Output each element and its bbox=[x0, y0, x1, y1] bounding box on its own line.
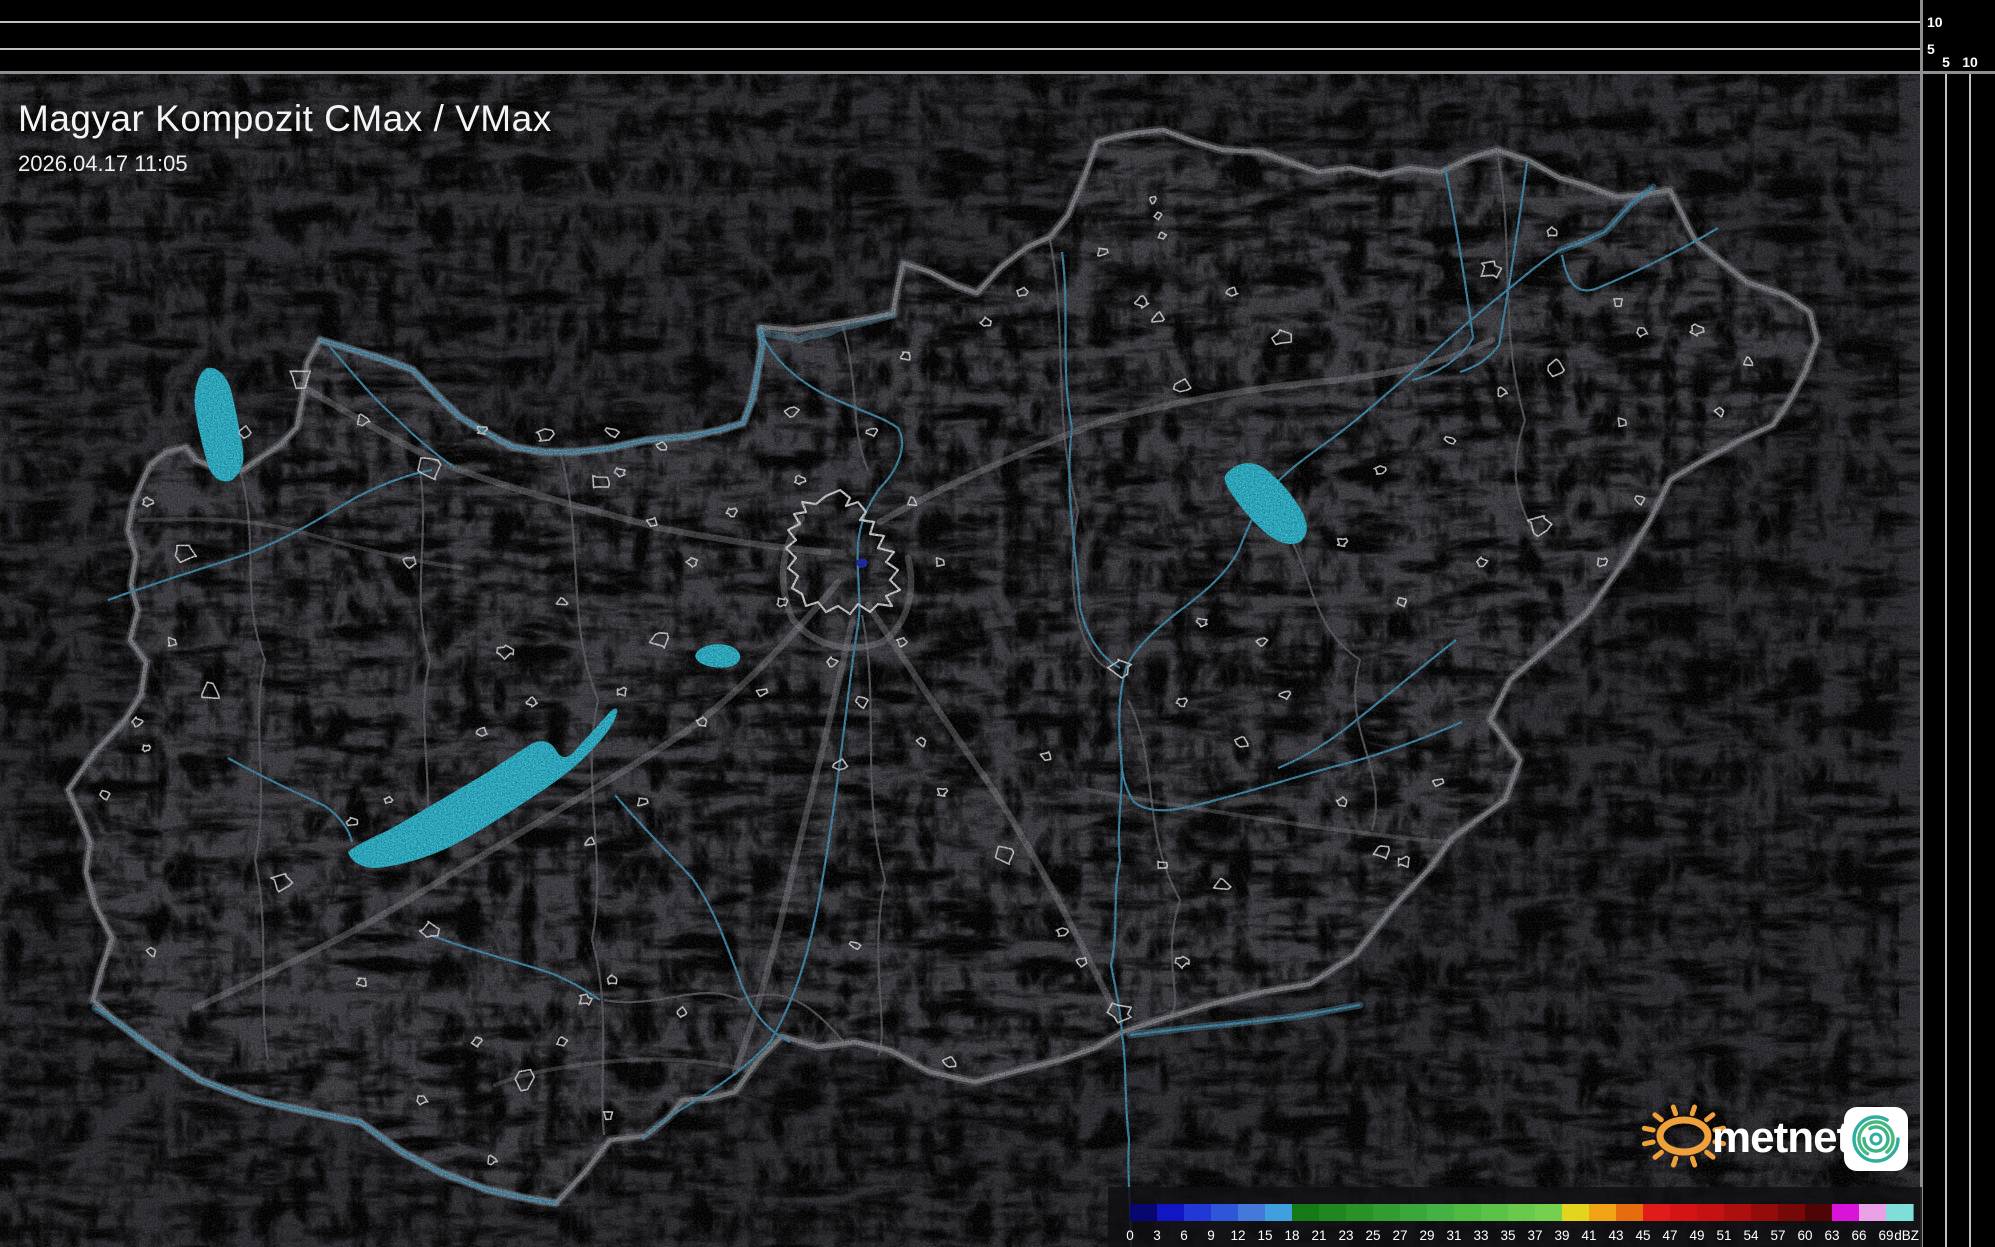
sun-ray bbox=[1641, 1125, 1656, 1133]
sun-ray bbox=[1641, 1139, 1656, 1147]
scalebar-tick-label: 18 bbox=[1284, 1228, 1299, 1243]
scalebar-tick-label: 41 bbox=[1581, 1228, 1596, 1243]
right-axis-label-10: 10 bbox=[1962, 54, 1978, 70]
map-panel bbox=[0, 74, 1920, 1247]
scalebar-tick-label: 54 bbox=[1743, 1228, 1759, 1243]
sun-ray bbox=[1689, 1155, 1698, 1168]
scalebar-cell bbox=[1427, 1204, 1455, 1221]
scalebar-tick-label: 43 bbox=[1608, 1228, 1623, 1243]
timestamp: 2026.04.17 11:05 bbox=[18, 151, 188, 176]
scalebar-cell bbox=[1616, 1204, 1644, 1221]
scalebar-cell bbox=[1562, 1204, 1590, 1221]
scalebar-cell bbox=[1508, 1204, 1536, 1221]
sun-icon bbox=[1641, 1104, 1727, 1168]
scalebar-cell bbox=[1778, 1204, 1806, 1221]
scalebar-cell bbox=[1481, 1204, 1509, 1221]
swirl-arc bbox=[1852, 1115, 1900, 1163]
scalebar-cell bbox=[1832, 1204, 1860, 1221]
scalebar-cell bbox=[1454, 1204, 1482, 1221]
scalebar-cell bbox=[1724, 1204, 1752, 1221]
sun-ray bbox=[1689, 1104, 1698, 1117]
metnet-logo: metnet bbox=[1641, 1104, 1908, 1171]
scalebar-tick-label: 15 bbox=[1257, 1228, 1272, 1243]
scalebar-cell bbox=[1670, 1204, 1698, 1221]
scalebar-tick-label: 63 bbox=[1824, 1228, 1839, 1243]
sun-ray bbox=[1704, 1112, 1716, 1123]
scalebar-cell bbox=[1346, 1204, 1374, 1221]
scalebar-tick-label: 45 bbox=[1635, 1228, 1650, 1243]
scalebar-cell bbox=[1805, 1204, 1833, 1221]
scalebar-tick-label: 66 bbox=[1851, 1228, 1866, 1243]
scalebar-cell bbox=[1886, 1204, 1914, 1221]
scalebar-tick-label: 60 bbox=[1797, 1228, 1812, 1243]
scalebar-tick-label: 39 bbox=[1554, 1228, 1569, 1243]
scalebar-tick-label: 0 bbox=[1126, 1228, 1134, 1243]
scalebar-tick-label: 9 bbox=[1207, 1228, 1215, 1243]
scalebar-cell bbox=[1751, 1204, 1779, 1221]
app-icon bbox=[1844, 1107, 1908, 1171]
scalebar-tick-label: 6 bbox=[1180, 1228, 1188, 1243]
scalebar-cell bbox=[1130, 1204, 1158, 1221]
sun-ray bbox=[1712, 1139, 1727, 1147]
sun-ray bbox=[1652, 1149, 1664, 1160]
scalebar-cell bbox=[1292, 1204, 1320, 1221]
scalebar-cell bbox=[1400, 1204, 1428, 1221]
scalebar-tick-label: 51 bbox=[1716, 1228, 1731, 1243]
scalebar-tick-label: 3 bbox=[1153, 1228, 1161, 1243]
right-projection-panel bbox=[1923, 0, 1995, 1247]
scalebar-tick-label: 57 bbox=[1770, 1228, 1785, 1243]
right-panel-bg bbox=[1923, 0, 1995, 1247]
dbz-scalebar: 0 3 6 9 12 15 18 21 23 25 27 29 31 33 35 37 39 41 43 45 47 49… bbox=[1108, 1187, 1922, 1247]
scalebar-cell bbox=[1859, 1204, 1887, 1221]
swirl-center bbox=[1869, 1132, 1883, 1146]
scalebar-cell bbox=[1643, 1204, 1671, 1221]
scalebar-tick-label: 69 bbox=[1878, 1228, 1893, 1243]
sun-ray bbox=[1652, 1112, 1664, 1123]
top-axis-label-10: 10 bbox=[1927, 14, 1943, 30]
scalebar-cell bbox=[1265, 1204, 1293, 1221]
scalebar-unit: dBZ bbox=[1894, 1228, 1919, 1243]
scalebar-cell bbox=[1697, 1204, 1725, 1221]
swirl-arc bbox=[1862, 1125, 1890, 1153]
scalebar-tick-label: 49 bbox=[1689, 1228, 1704, 1243]
scalebar-tick-label: 35 bbox=[1500, 1228, 1515, 1243]
scalebar-tick-label: 37 bbox=[1527, 1228, 1542, 1243]
scalebar-tick-label: 47 bbox=[1662, 1228, 1677, 1243]
sun-ray bbox=[1704, 1149, 1716, 1160]
horizontal-divider bbox=[0, 71, 1995, 74]
scalebar-cell bbox=[1319, 1204, 1347, 1221]
right-axis-label-5: 5 bbox=[1942, 54, 1950, 70]
top-panel-bg bbox=[0, 0, 1920, 71]
swirl-icon bbox=[1852, 1115, 1900, 1163]
scalebar-cell bbox=[1589, 1204, 1617, 1221]
scalebar-tick-label: 31 bbox=[1446, 1228, 1461, 1243]
scalebar-tick-label: 25 bbox=[1365, 1228, 1380, 1243]
metnet-wordmark: metnet bbox=[1712, 1113, 1852, 1162]
sun-ray bbox=[1670, 1155, 1679, 1168]
scalebar-tick-label: 23 bbox=[1338, 1228, 1353, 1243]
sun-ray bbox=[1712, 1125, 1727, 1133]
scalebar-cell bbox=[1535, 1204, 1563, 1221]
scalebar-cell bbox=[1211, 1204, 1239, 1221]
scalebar-cell bbox=[1238, 1204, 1266, 1221]
scalebar-tick-label: 33 bbox=[1473, 1228, 1488, 1243]
scalebar-tick-label: 29 bbox=[1419, 1228, 1434, 1243]
scalebar-cell bbox=[1184, 1204, 1212, 1221]
top-projection-panel bbox=[0, 0, 1920, 71]
swirl-arc bbox=[1857, 1120, 1895, 1158]
top-axis-label-5: 5 bbox=[1927, 41, 1935, 57]
sun-ray bbox=[1670, 1104, 1679, 1117]
vertical-divider bbox=[1920, 0, 1923, 1247]
scalebar-tick-label: 12 bbox=[1230, 1228, 1245, 1243]
scalebar-tick-label: 27 bbox=[1392, 1228, 1407, 1243]
page-title: Magyar Kompozit CMax / VMax bbox=[18, 98, 552, 139]
scalebar-cell bbox=[1373, 1204, 1401, 1221]
terrain-sheen bbox=[0, 74, 1920, 1247]
scalebar-cells: 0 3 6 9 12 15 18 21 23 25 27 29 31 33 35 37 39 41 43 45 47 49… bbox=[1126, 1204, 1914, 1243]
scalebar-cell bbox=[1157, 1204, 1185, 1221]
scalebar-tick-label: 21 bbox=[1311, 1228, 1326, 1243]
